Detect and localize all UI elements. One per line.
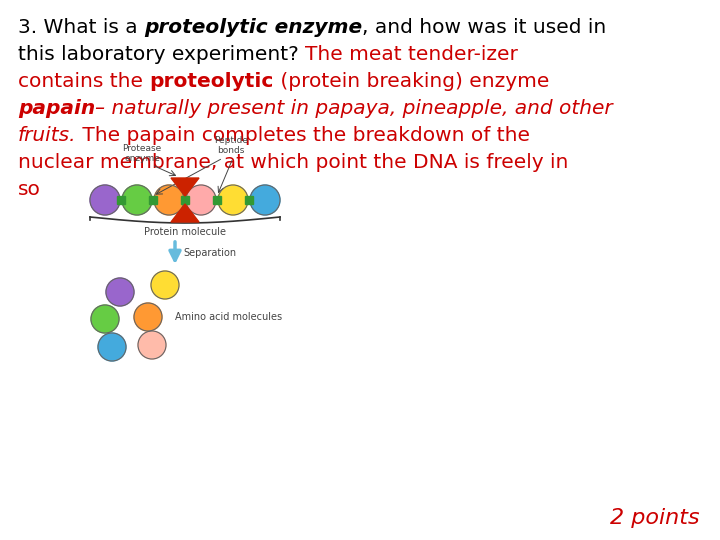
Bar (149, 196, 157, 204)
Circle shape (250, 185, 280, 215)
Bar (181, 196, 189, 204)
Text: papain: papain (18, 99, 95, 118)
Circle shape (134, 303, 162, 331)
Text: 3. What is a: 3. What is a (18, 18, 144, 37)
Circle shape (151, 271, 179, 299)
Text: proteolytic: proteolytic (149, 72, 274, 91)
Bar (213, 196, 221, 204)
Text: , and how was it used in: , and how was it used in (362, 18, 606, 37)
Text: The meat tender-izer: The meat tender-izer (305, 45, 518, 64)
Circle shape (106, 278, 134, 306)
Circle shape (90, 185, 120, 215)
Circle shape (186, 185, 216, 215)
Text: Protease
enzyme: Protease enzyme (122, 144, 161, 163)
Text: Separation: Separation (183, 248, 236, 258)
Circle shape (91, 305, 119, 333)
Polygon shape (171, 178, 199, 196)
Text: this laboratory experiment?: this laboratory experiment? (18, 45, 305, 64)
Bar (117, 196, 125, 204)
Text: proteolytic enzyme: proteolytic enzyme (144, 18, 362, 37)
Circle shape (138, 331, 166, 359)
Polygon shape (171, 204, 199, 222)
Text: – naturally present in papaya, pineapple, and other: – naturally present in papaya, pineapple… (95, 99, 613, 118)
Text: fruits.: fruits. (18, 126, 76, 145)
Circle shape (218, 185, 248, 215)
Text: (protein breaking) enzyme: (protein breaking) enzyme (274, 72, 549, 91)
Text: contains the: contains the (18, 72, 149, 91)
Text: The papain completes the breakdown of the: The papain completes the breakdown of th… (76, 126, 531, 145)
Text: 2 points: 2 points (611, 508, 700, 528)
Text: so: so (18, 180, 41, 199)
Text: Protein molecule: Protein molecule (144, 227, 226, 237)
Text: Peptide
bonds: Peptide bonds (214, 136, 248, 155)
Text: nuclear membrane, at which point the DNA is freely in: nuclear membrane, at which point the DNA… (18, 153, 568, 172)
Circle shape (154, 185, 184, 215)
Circle shape (122, 185, 152, 215)
Text: Amino acid molecules: Amino acid molecules (175, 312, 282, 322)
Circle shape (98, 333, 126, 361)
Bar (245, 196, 253, 204)
